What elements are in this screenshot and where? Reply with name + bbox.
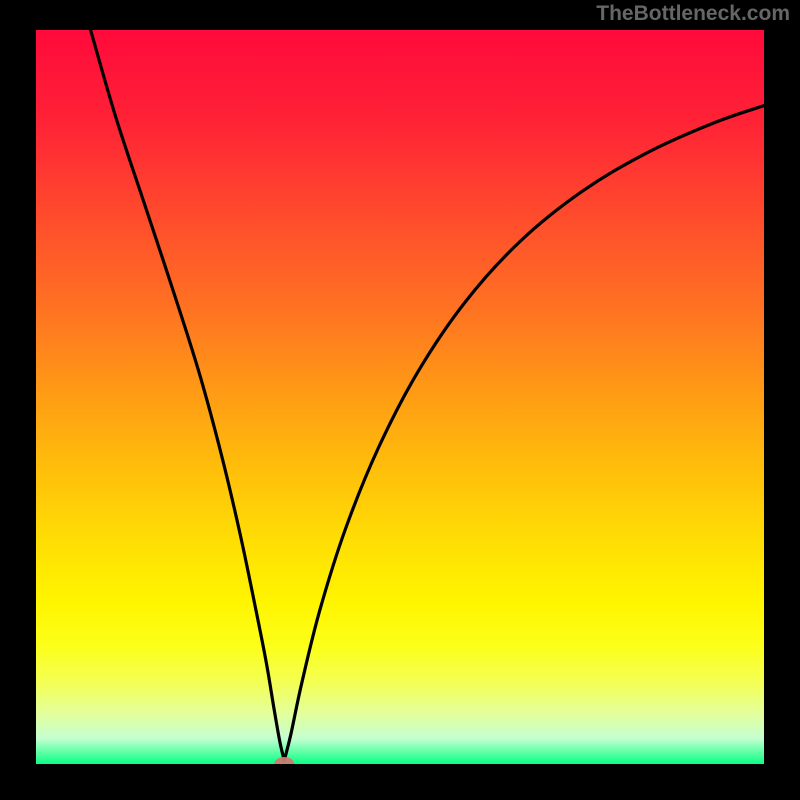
chart-svg: [0, 0, 800, 800]
bottleneck-chart: [0, 0, 800, 800]
watermark-text: TheBottleneck.com: [596, 2, 790, 26]
plot-gradient-background: [36, 30, 764, 764]
